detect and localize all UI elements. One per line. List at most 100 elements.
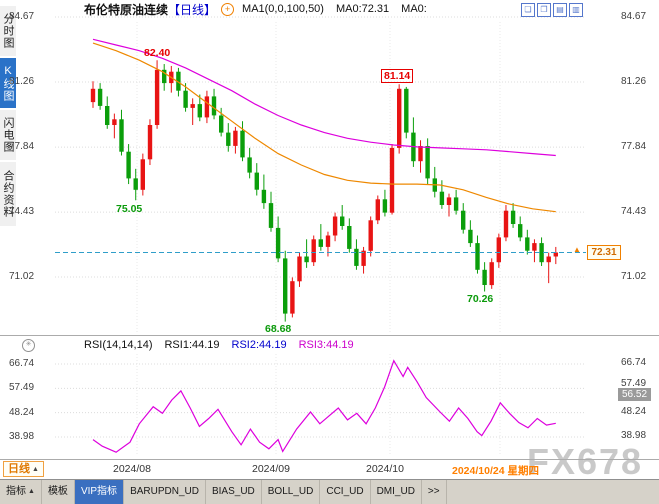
candle-body — [190, 104, 195, 108]
panel-divider-bottom — [0, 459, 659, 460]
tab-indicators[interactable]: 指标 ▲ — [0, 480, 42, 504]
candle-body — [283, 258, 288, 314]
candle-body — [290, 281, 295, 314]
chart-panel-icon[interactable]: ▤ — [553, 3, 567, 17]
annotation-low-sep: 68.68 — [265, 323, 292, 335]
candle-body — [297, 256, 302, 282]
rsi-tick-right-3: 48.24 — [621, 406, 647, 417]
tile-windows-icon[interactable]: ❐ — [537, 3, 551, 17]
last-price-badge: 72.31 — [587, 245, 621, 260]
candle-body — [489, 262, 494, 286]
candle-body — [354, 248, 359, 266]
rsi-name-label: RSI(14,14,14) — [84, 338, 153, 351]
candle-body — [311, 239, 316, 263]
candle-body — [482, 269, 487, 285]
indicator-settings-icon[interactable]: ✳ — [22, 339, 35, 352]
tab-templates[interactable]: 模板 — [42, 480, 75, 504]
rsi-tick-left-1: 66.74 — [9, 358, 35, 369]
rsi-line — [92, 359, 556, 453]
tab-cci-ud[interactable]: CCI_UD — [320, 480, 371, 504]
tab-boll-ud[interactable]: BOLL_UD — [262, 480, 321, 504]
ma-line-magenta — [92, 38, 556, 157]
xaxis-date-sep: 2024/09 — [252, 463, 290, 475]
candle-body — [275, 227, 281, 259]
tab-bias-ud[interactable]: BIAS_UD — [206, 480, 262, 504]
period-dropdown-button[interactable]: 日线 ▲ — [3, 461, 44, 477]
annotation-low-aug: 75.05 — [116, 203, 143, 215]
rsi-tick-right-1: 66.74 — [621, 357, 647, 368]
tab-vip-indicators[interactable]: VIP指标 — [74, 480, 125, 504]
rsi-tick-left-4: 38.98 — [9, 431, 35, 442]
candle-body — [375, 199, 380, 221]
candle-body — [553, 252, 558, 257]
rsi-tick-left-2: 57.49 — [9, 382, 35, 393]
candle-body — [261, 189, 267, 204]
candle-body — [539, 243, 544, 263]
chart-header: 布伦特原油连续 【日线】 + MA1(0,0,100,50) MA0:72.31… — [84, 1, 427, 17]
candle-body — [425, 146, 430, 179]
candle-body — [361, 250, 366, 266]
candle-body — [475, 243, 480, 270]
candle-body — [112, 119, 117, 125]
rsi-header: RSI(14,14,14) RSI1:44.19 RSI2:44.19 RSI3… — [84, 337, 354, 352]
tab-barupdn-ud[interactable]: BARUPDN_UD — [124, 480, 206, 504]
period-dropdown-label: 日线 — [8, 463, 30, 475]
candle-body — [525, 237, 530, 251]
tab-more[interactable]: >> — [422, 480, 447, 504]
candle-body — [397, 88, 402, 148]
candle-body — [140, 159, 145, 190]
candle-body — [154, 69, 160, 125]
price-tick-left-4: 74.43 — [9, 206, 35, 217]
sidebar-item-kline-chart[interactable]: K线图 — [0, 58, 16, 108]
price-tick-right-5: 71.02 — [621, 271, 647, 282]
sidebar-item-contract-info[interactable]: 合约资料 — [0, 162, 16, 226]
panel-divider-top — [0, 335, 659, 336]
cascade-windows-icon[interactable]: ❏ — [521, 3, 535, 17]
candle-body — [404, 88, 409, 133]
rsi1-value-label: RSI1:44.19 — [164, 338, 220, 351]
up-triangle-icon: ▲ — [28, 488, 35, 495]
sidebar-item-lightning-chart[interactable]: 闪电图 — [0, 110, 16, 160]
tab-dmi-ud[interactable]: DMI_UD — [371, 480, 422, 504]
period-tag: 【日线】 — [168, 2, 217, 17]
candle-body — [204, 96, 210, 118]
candle-body — [219, 115, 224, 133]
rsi2-value-label: RSI2:44.19 — [231, 338, 287, 351]
price-tick-right-1: 84.67 — [621, 11, 647, 22]
candle-body — [240, 130, 245, 158]
candle-body — [176, 71, 181, 91]
candle-body — [197, 104, 202, 118]
xaxis-date-aug: 2024/08 — [113, 463, 151, 475]
candle-body — [247, 157, 252, 173]
watermark: FX678 — [527, 441, 644, 482]
candle-body — [418, 146, 423, 162]
circle-plus-icon[interactable]: + — [221, 2, 235, 16]
price-tick-right-2: 81.26 — [621, 76, 647, 87]
up-triangle-icon: ▲ — [32, 466, 39, 473]
sidebar-item-time-chart[interactable]: 分时图 — [0, 6, 16, 56]
candle-body — [503, 210, 509, 238]
split-panel-icon[interactable]: ▥ — [569, 3, 583, 17]
candle-body — [518, 224, 523, 238]
candle-body — [382, 199, 388, 213]
price-tick-left-3: 77.84 — [9, 141, 35, 152]
candle-body — [340, 216, 345, 226]
header-toolbar: ❏ ❐ ▤ ▥ — [521, 3, 583, 17]
ma0-value-label: MA0:72.31 — [335, 3, 390, 15]
candle-body — [325, 235, 331, 247]
xaxis-date-oct: 2024/10 — [366, 463, 404, 475]
ma-settings-label: MA1(0,0,100,50) — [242, 3, 324, 15]
candle-body — [347, 226, 352, 249]
candle-body — [304, 256, 309, 263]
candle-body — [446, 197, 452, 205]
candle-body — [183, 90, 188, 108]
candle-body — [439, 191, 445, 205]
candle-body — [105, 106, 110, 125]
price-tick-right-4: 74.43 — [621, 206, 647, 217]
annotation-low-oct: 70.26 — [467, 293, 494, 305]
candle-body — [532, 243, 537, 251]
candle-body — [368, 220, 373, 251]
candle-body — [233, 130, 238, 146]
candle-body — [133, 178, 138, 190]
